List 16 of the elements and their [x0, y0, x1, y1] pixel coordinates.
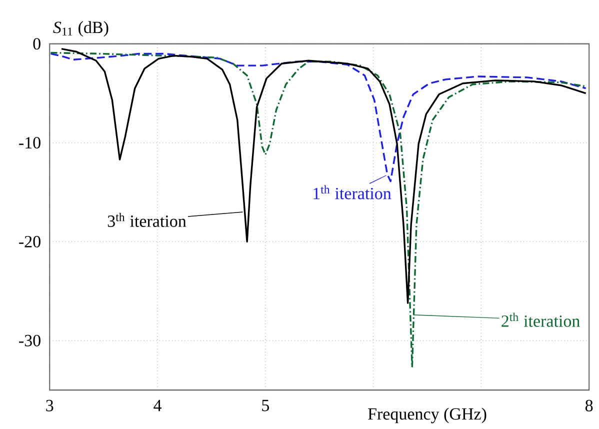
line-series — [60, 48, 587, 304]
text: 2$^{th}$ iteration — [502, 312, 580, 327]
y-axis-title: S$_{11}$ (dB) — [53, 21, 108, 37]
x-tick-label: 8 — [585, 400, 593, 412]
x-tick-label: 4 — [154, 400, 162, 412]
x-tick-label: 5 — [262, 400, 269, 412]
y-tick-label: -30 — [19, 334, 40, 346]
legend-label: 3$^{th}$ iteration — [108, 212, 186, 228]
series-label: 1$^{th}$ iteration — [314, 185, 392, 200]
y-tick-label: 0 — [33, 38, 40, 50]
line-series — [50, 52, 587, 368]
line-series — [50, 52, 587, 182]
x-axis-title: Frequency (GHz) — [368, 408, 486, 424]
x-tick-label: 3 — [46, 400, 54, 412]
y-tick-label: -20 — [19, 236, 40, 248]
y-tick-label: -10 — [19, 137, 40, 149]
